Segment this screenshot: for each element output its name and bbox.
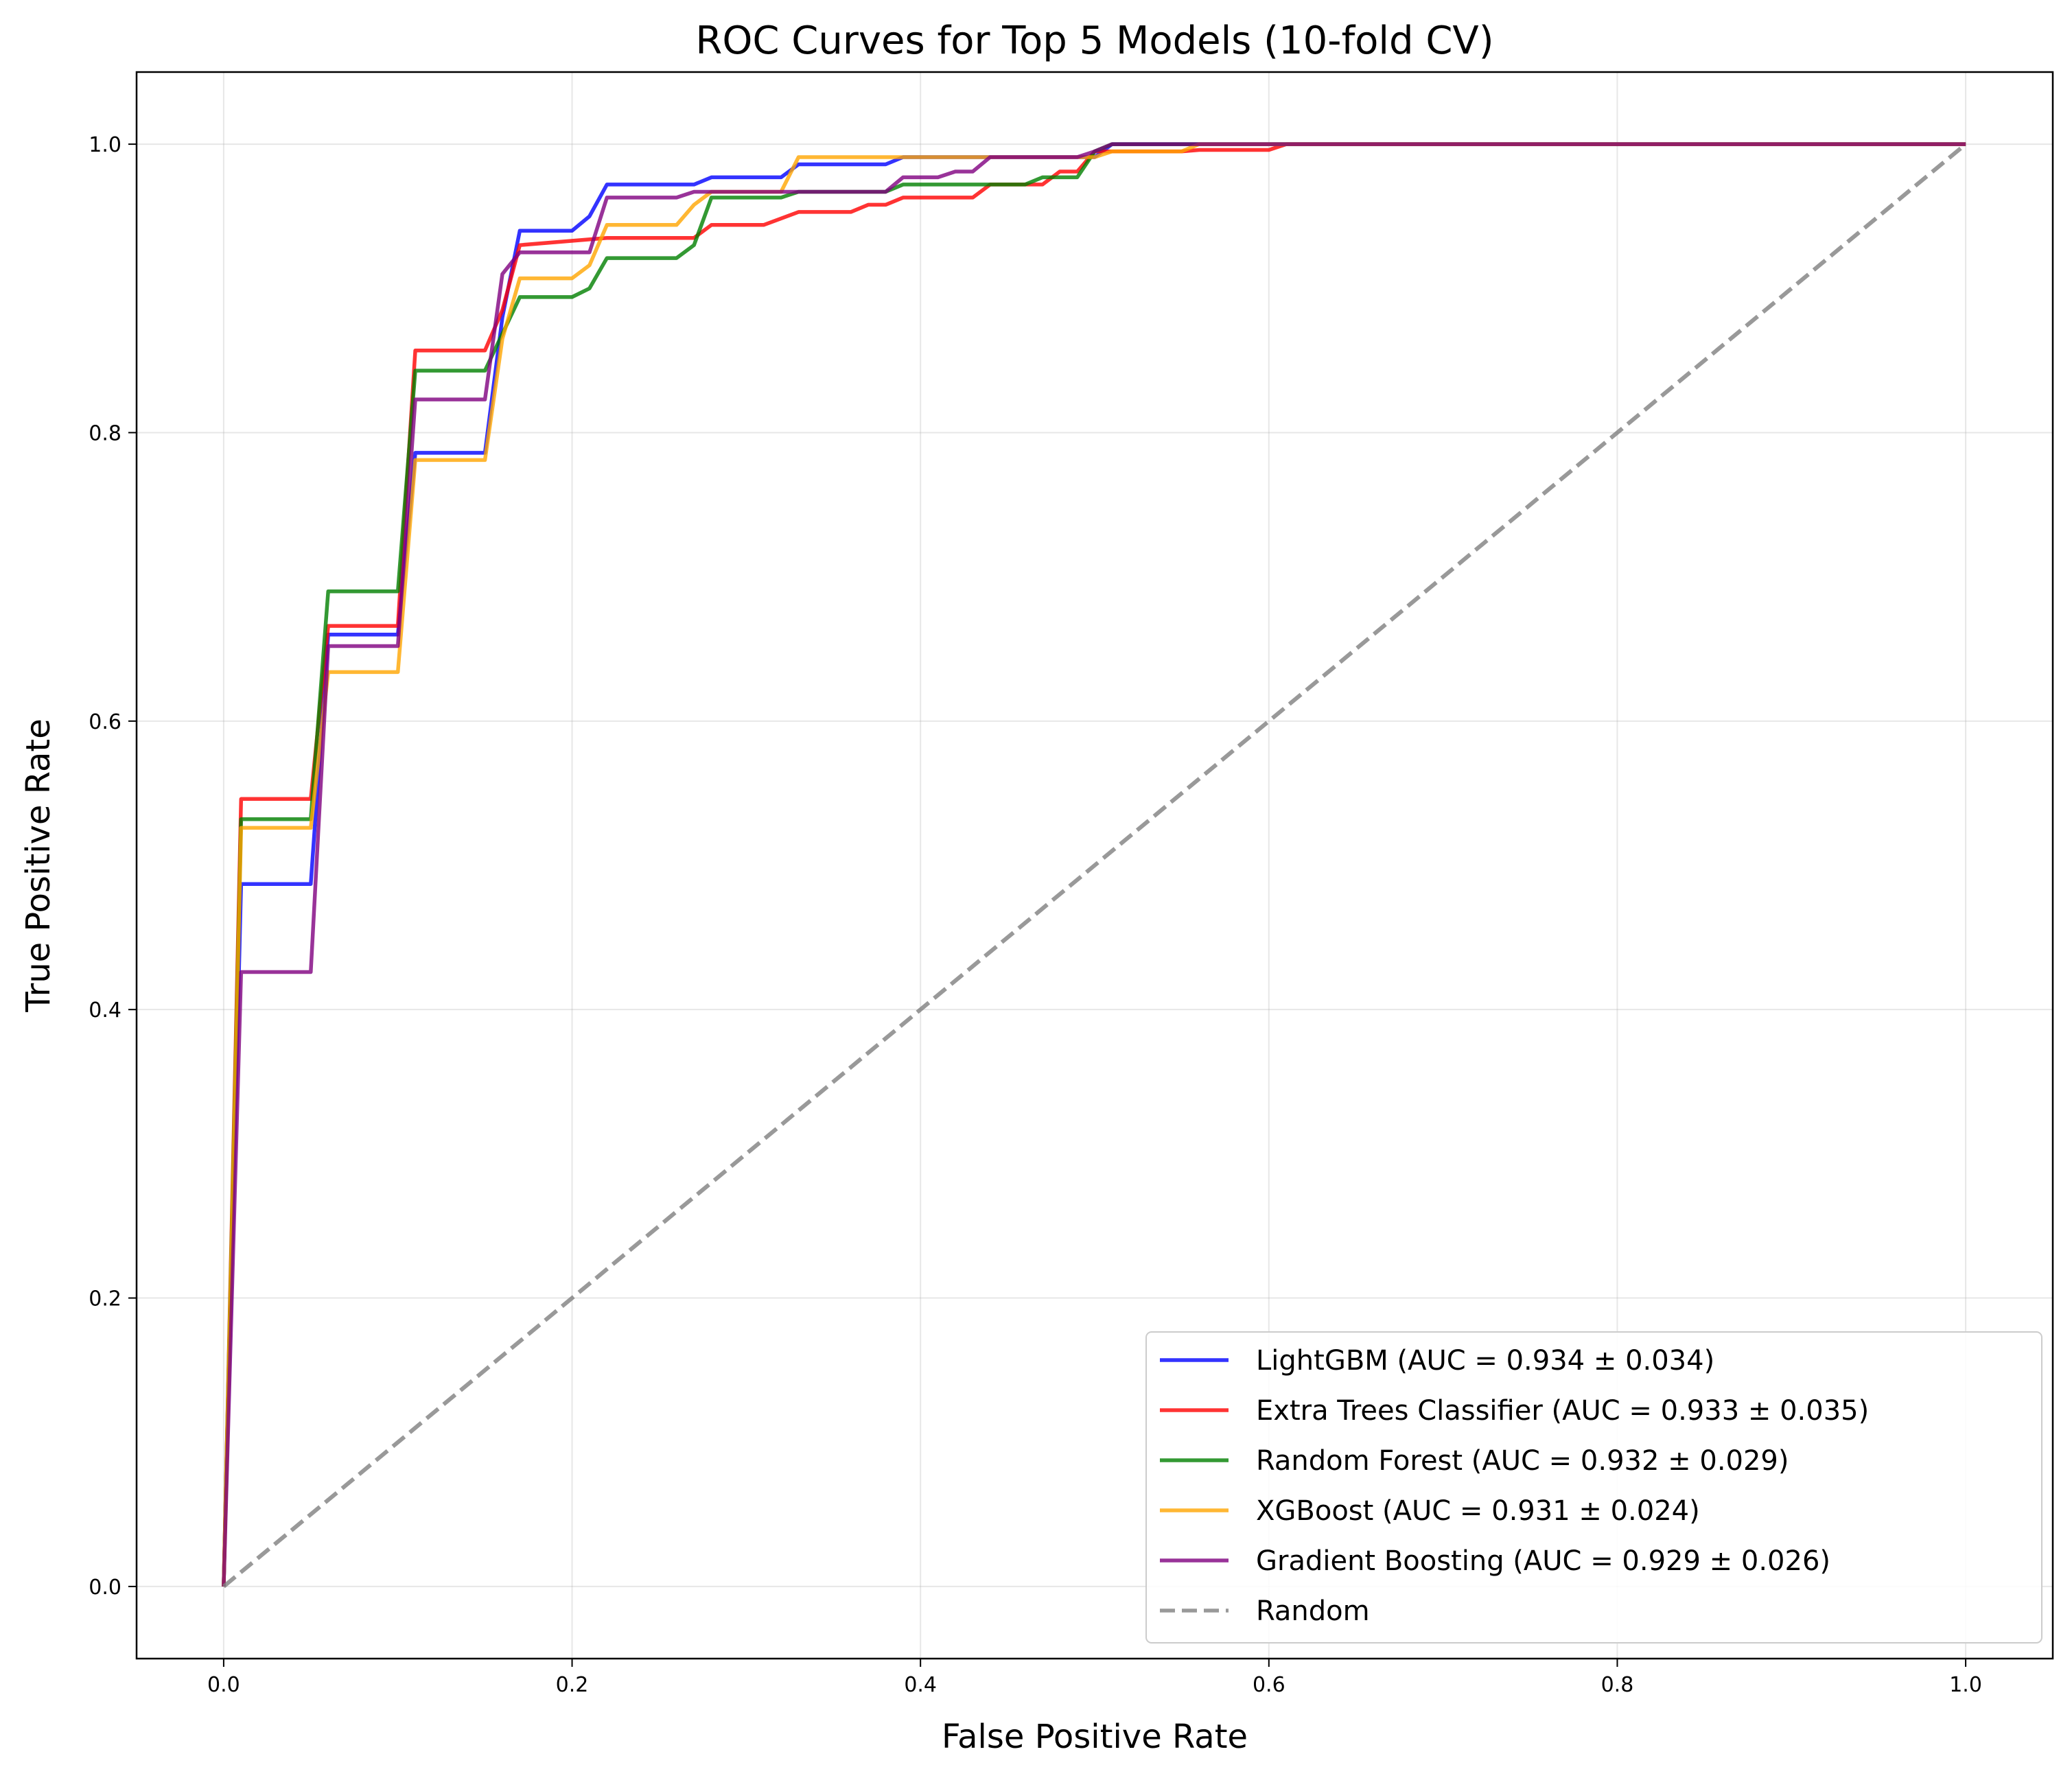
series-line <box>222 142 1968 1589</box>
series-line <box>222 142 1966 1587</box>
series-lines <box>222 142 1968 1589</box>
x-tick-label: 0.4 <box>904 1673 937 1697</box>
x-tick-label: 1.0 <box>1949 1673 1982 1697</box>
x-tick-label: 0.8 <box>1601 1673 1634 1697</box>
series-line <box>222 142 1966 1587</box>
series-line <box>222 142 1966 1587</box>
chart-title: ROC Curves for Top 5 Models (10-fold CV) <box>695 19 1493 63</box>
y-tick-label: 0.2 <box>89 1287 121 1311</box>
legend-label: XGBoost (AUC = 0.931 ± 0.024) <box>1256 1495 1700 1527</box>
x-tick-label: 0.6 <box>1253 1673 1285 1697</box>
legend-label: LightGBM (AUC = 0.934 ± 0.034) <box>1256 1345 1714 1377</box>
plot-frame <box>135 71 2054 1660</box>
y-tick-label: 1.0 <box>89 133 121 157</box>
series-line <box>222 142 1966 1587</box>
legend-box <box>1145 1331 2042 1644</box>
y-tick-label: 0.0 <box>89 1576 121 1600</box>
y-tick-label: 0.6 <box>89 710 121 734</box>
legend-label: Random <box>1256 1595 1370 1627</box>
legend-label: Random Forest (AUC = 0.932 ± 0.029) <box>1256 1445 1789 1477</box>
x-axis-label: False Positive Rate <box>942 1718 1248 1756</box>
y-tick-label: 0.4 <box>89 998 121 1022</box>
legend: LightGBM (AUC = 0.934 ± 0.034) Extra Tree… <box>1145 1331 2042 1644</box>
axis-ticks: 0.0 0.2 0.4 0.6 0.8 1.0 0.0 0.2 0.4 0.6 0.8 1.0 <box>89 133 1982 1697</box>
y-tick-label: 0.8 <box>89 421 121 445</box>
grid <box>137 72 2053 1659</box>
legend-label: Gradient Boosting (AUC = 0.929 ± 0.026) <box>1256 1545 1830 1577</box>
y-axis-label: True Positive Rate <box>19 718 58 1013</box>
x-tick-label: 0.2 <box>556 1673 589 1697</box>
x-tick-label: 0.0 <box>207 1673 240 1697</box>
legend-label: Extra Trees Classifier (AUC = 0.933 ± 0.… <box>1256 1395 1869 1427</box>
